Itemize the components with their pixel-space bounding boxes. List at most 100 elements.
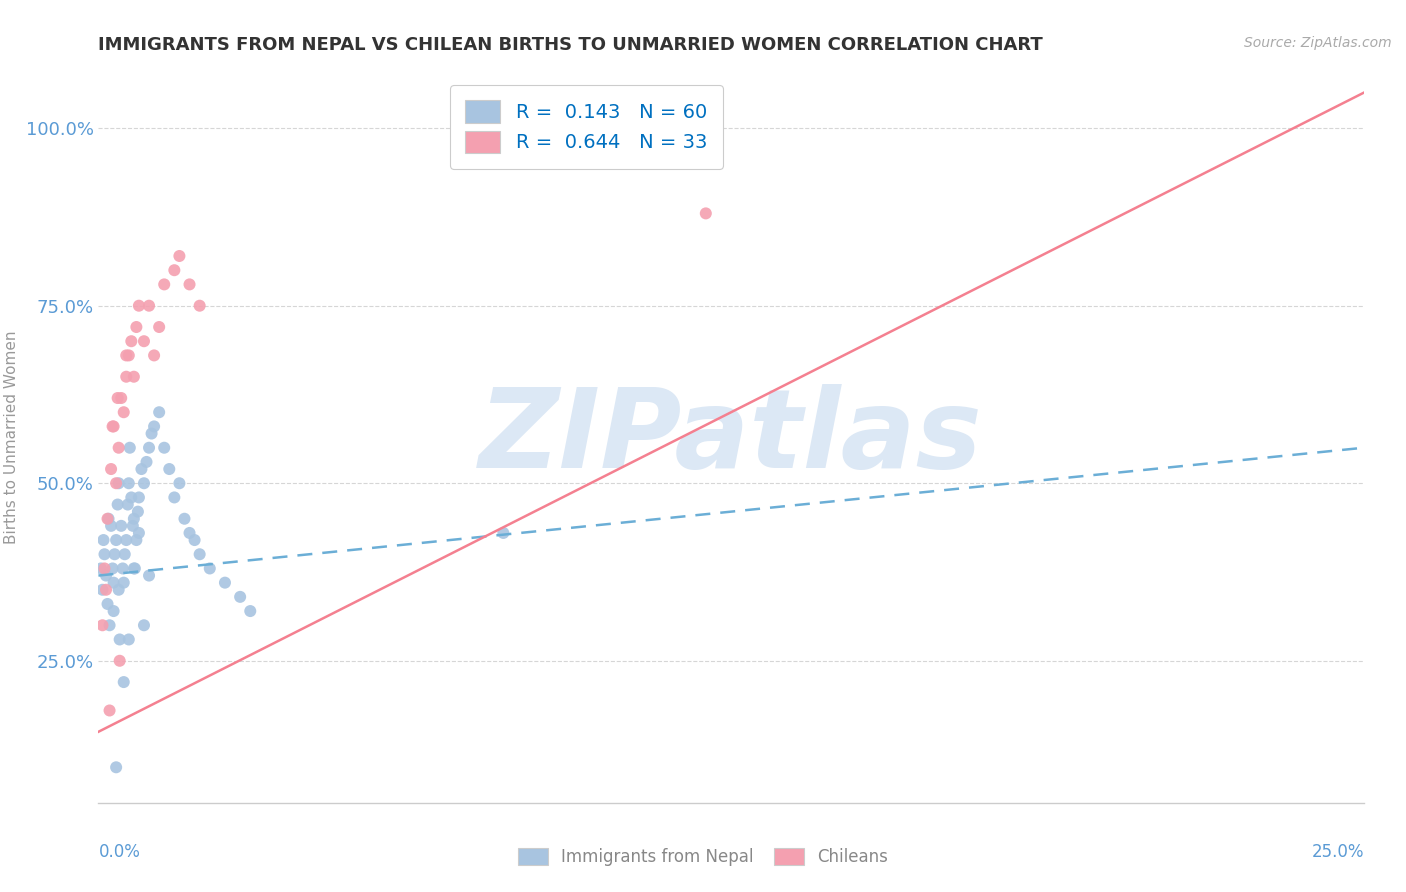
Point: [138, 441, 160, 455]
Point: [114, 547, 136, 561]
Point: [112, 575, 135, 590]
Point: [93, 533, 115, 547]
Point: [135, 455, 157, 469]
Text: Source: ZipAtlas.com: Source: ZipAtlas.com: [1244, 36, 1392, 50]
Point: [115, 533, 138, 547]
Point: [198, 561, 221, 575]
Point: [148, 320, 170, 334]
Point: [94, 568, 117, 582]
Point: [97, 512, 120, 526]
Point: [105, 476, 128, 491]
Point: [169, 249, 191, 263]
Point: [188, 547, 211, 561]
Point: [169, 476, 191, 491]
Point: [118, 441, 141, 455]
Point: [93, 547, 115, 561]
Point: [118, 348, 141, 362]
Point: [115, 348, 138, 362]
Point: [104, 547, 127, 561]
Point: [141, 426, 163, 441]
Point: [107, 476, 129, 491]
Point: [695, 206, 717, 220]
Point: [110, 519, 132, 533]
Point: [492, 525, 515, 540]
Point: [131, 462, 153, 476]
Point: [157, 462, 180, 476]
Point: [153, 441, 176, 455]
Point: [110, 391, 132, 405]
Point: [93, 561, 115, 575]
Text: 25.0%: 25.0%: [1312, 843, 1364, 861]
Point: [179, 525, 201, 540]
Point: [107, 391, 129, 405]
Point: [103, 575, 125, 590]
Point: [229, 590, 252, 604]
Point: [105, 760, 128, 774]
Point: [654, 121, 676, 136]
Point: [91, 618, 114, 632]
Point: [101, 561, 124, 575]
Point: [619, 156, 641, 170]
Point: [108, 632, 131, 647]
Point: [143, 419, 166, 434]
Point: [127, 505, 149, 519]
Point: [103, 604, 125, 618]
Point: [98, 704, 121, 718]
Point: [117, 498, 139, 512]
Point: [124, 561, 146, 575]
Point: [148, 405, 170, 419]
Point: [112, 675, 135, 690]
Point: [107, 582, 129, 597]
Point: [118, 632, 141, 647]
Point: [122, 561, 145, 575]
Text: ZIPatlas: ZIPatlas: [479, 384, 983, 491]
Point: [128, 491, 150, 505]
Point: [125, 320, 148, 334]
Point: [239, 604, 262, 618]
Point: [115, 369, 138, 384]
Point: [94, 582, 117, 597]
Point: [122, 369, 145, 384]
Point: [120, 334, 142, 349]
Point: [90, 561, 112, 575]
Point: [163, 491, 186, 505]
Text: IMMIGRANTS FROM NEPAL VS CHILEAN BIRTHS TO UNMARRIED WOMEN CORRELATION CHART: IMMIGRANTS FROM NEPAL VS CHILEAN BIRTHS …: [98, 36, 1043, 54]
Point: [105, 533, 128, 547]
Point: [138, 299, 160, 313]
Point: [138, 568, 160, 582]
Text: 0.0%: 0.0%: [98, 843, 141, 861]
Point: [91, 582, 114, 597]
Point: [179, 277, 201, 292]
Point: [214, 575, 236, 590]
Point: [132, 618, 155, 632]
Point: [111, 561, 134, 575]
Legend: R =  0.143   N = 60, R =  0.644   N = 33: R = 0.143 N = 60, R = 0.644 N = 33: [450, 85, 723, 169]
Point: [112, 405, 135, 419]
Point: [132, 476, 155, 491]
Point: [188, 299, 211, 313]
Point: [153, 277, 176, 292]
Point: [163, 263, 186, 277]
Point: [120, 491, 142, 505]
Y-axis label: Births to Unmarried Women: Births to Unmarried Women: [4, 330, 20, 544]
Point: [98, 618, 121, 632]
Point: [100, 462, 122, 476]
Point: [128, 299, 150, 313]
Point: [96, 597, 118, 611]
Point: [100, 519, 122, 533]
Point: [132, 334, 155, 349]
Legend: Immigrants from Nepal, Chileans: Immigrants from Nepal, Chileans: [509, 840, 897, 875]
Point: [118, 476, 141, 491]
Point: [121, 519, 143, 533]
Point: [128, 525, 150, 540]
Point: [103, 419, 125, 434]
Point: [122, 512, 145, 526]
Point: [107, 498, 129, 512]
Point: [107, 441, 129, 455]
Point: [108, 654, 131, 668]
Point: [183, 533, 205, 547]
Point: [96, 512, 118, 526]
Point: [143, 348, 166, 362]
Point: [101, 419, 124, 434]
Point: [125, 533, 148, 547]
